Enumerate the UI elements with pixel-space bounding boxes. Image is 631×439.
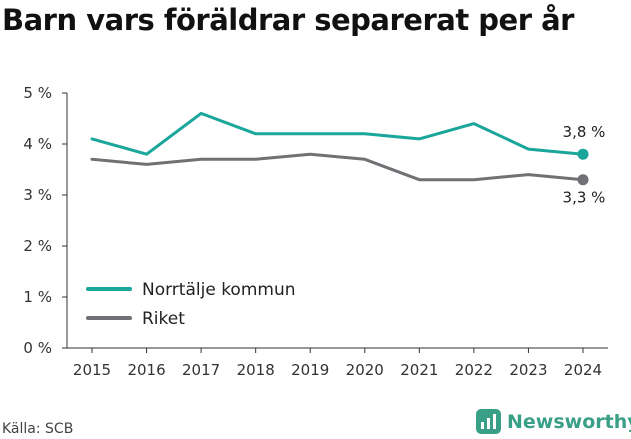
source-note: Källa: SCB: [2, 421, 74, 437]
x-tick-label: 2021: [400, 361, 438, 379]
x-tick-label: 2023: [509, 361, 547, 379]
end-label-norrtalje: 3,8 %: [563, 123, 606, 141]
x-tick-label: 2020: [346, 361, 384, 379]
brand-logo: Newsworthy: [476, 409, 631, 434]
y-tick-label: 3 %: [23, 186, 52, 204]
x-tick-label: 2016: [127, 361, 165, 379]
y-tick-label: 2 %: [23, 237, 52, 255]
x-tick-label: 2019: [291, 361, 329, 379]
series-end-point-0: [577, 148, 589, 160]
bar-chart-icon: [476, 409, 501, 434]
x-tick-label: 2017: [182, 361, 220, 379]
y-tick-label: 5 %: [23, 84, 52, 102]
series-line-0: [90, 111, 585, 156]
y-tick-label: 4 %: [23, 135, 52, 153]
legend-label-0: Norrtälje kommun: [142, 280, 296, 300]
x-tick-label: 2022: [455, 361, 493, 379]
x-tick-label: 2015: [73, 361, 111, 379]
series-end-point-1: [577, 174, 589, 186]
x-tick-label: 2018: [237, 361, 275, 379]
legend-label-1: Riket: [142, 309, 185, 329]
chart-title: Barn vars föräldrar separerat per år: [2, 3, 574, 37]
y-tick-label: 1 %: [23, 288, 52, 306]
brand-name: Newsworthy: [507, 410, 631, 433]
x-tick-label: 2024: [564, 361, 602, 379]
end-label-riket: 3,3 %: [563, 189, 606, 207]
y-tick-label: 0 %: [23, 339, 52, 357]
series-line-1: [90, 152, 585, 182]
